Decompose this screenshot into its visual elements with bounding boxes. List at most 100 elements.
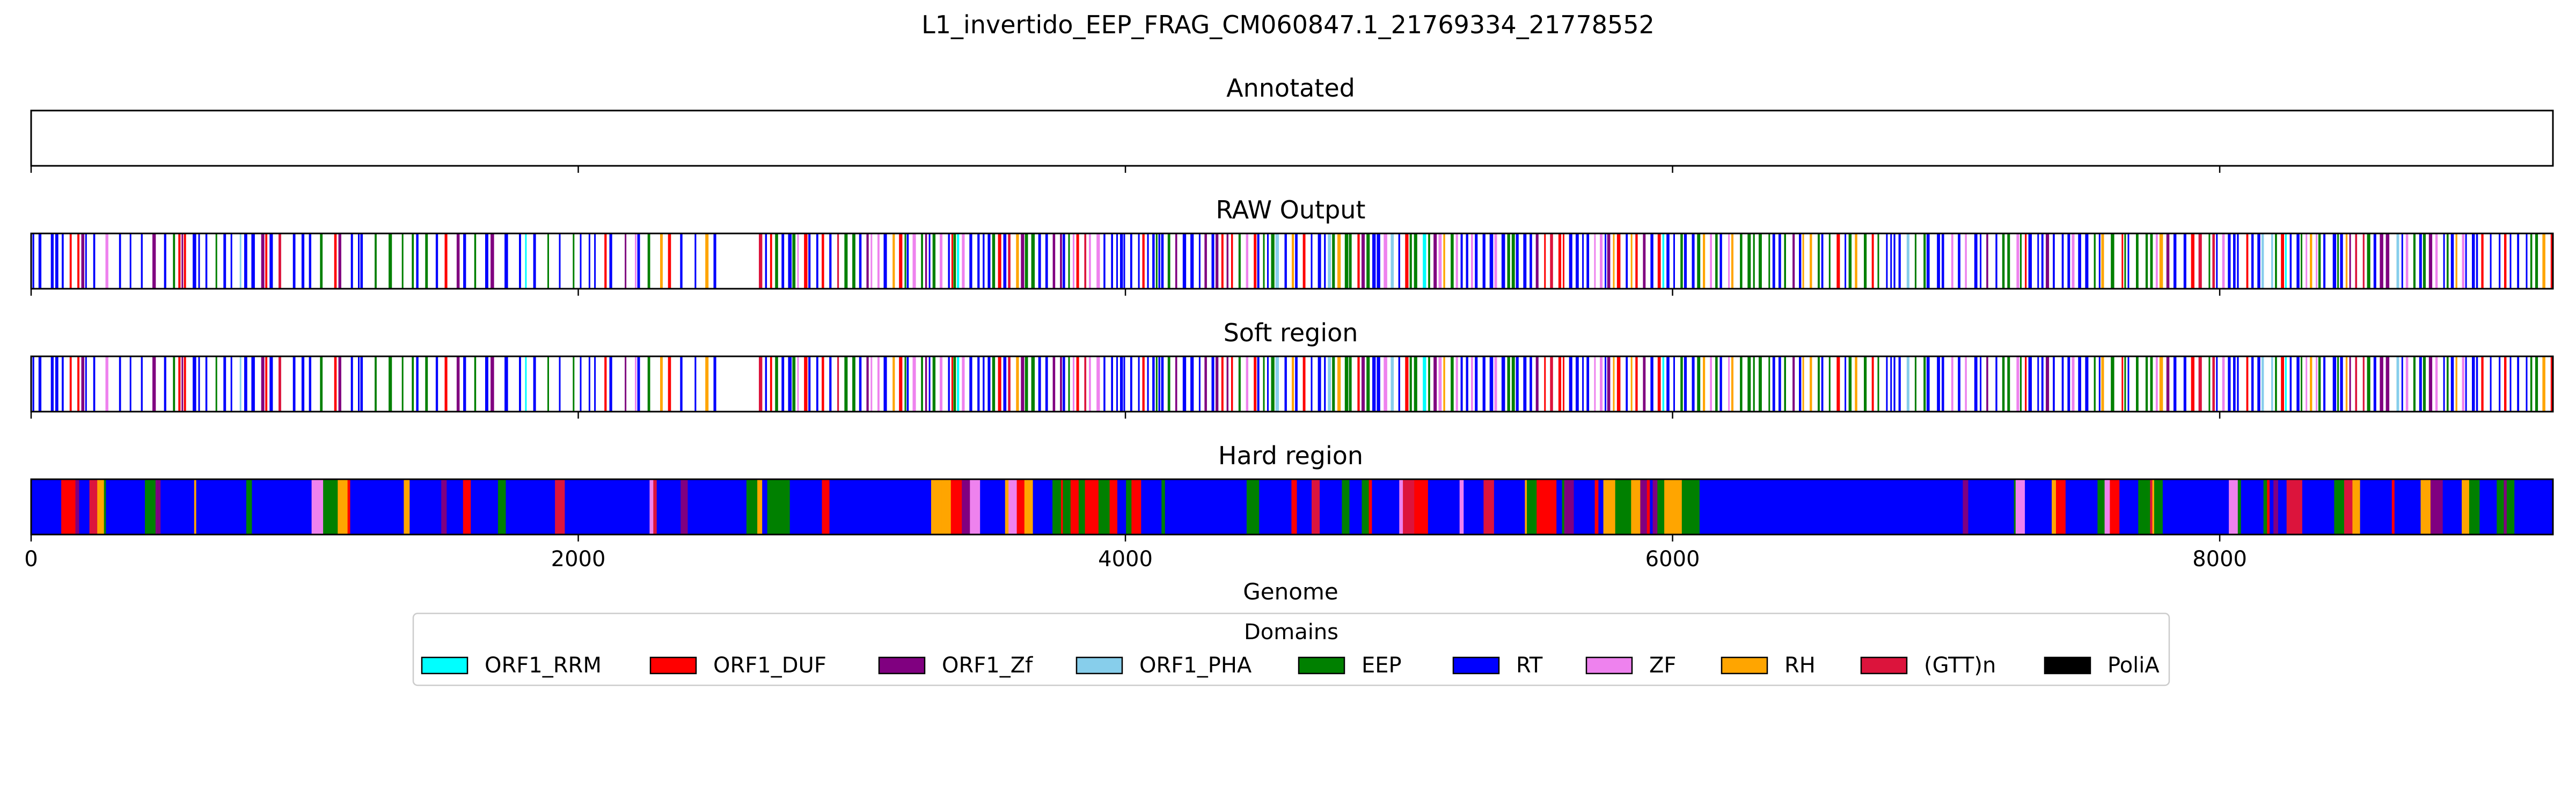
domain-mark — [1409, 233, 1412, 289]
domain-mark — [1974, 233, 1978, 289]
domain-mark — [1428, 233, 1430, 289]
domain-mark — [504, 233, 508, 289]
domain-mark — [680, 356, 683, 412]
domain-mark — [205, 356, 208, 412]
domain-mark — [1550, 233, 1553, 289]
domain-mark — [1664, 479, 1673, 535]
domain-mark — [2080, 479, 2098, 535]
domain-mark — [1818, 356, 1820, 412]
domain-mark — [1231, 233, 1233, 289]
domain-mark — [977, 356, 980, 412]
domain-mark — [2145, 233, 2148, 289]
domain-mark — [1372, 233, 1376, 289]
domain-mark — [2094, 356, 2096, 412]
domain-mark — [1216, 233, 1219, 289]
domain-mark — [1607, 356, 1611, 412]
domain-mark — [1556, 479, 1563, 535]
domain-mark — [533, 233, 536, 289]
domain-mark — [1963, 479, 1969, 535]
legend-swatch — [1860, 656, 1908, 675]
domain-mark — [2246, 233, 2249, 289]
domain-mark — [1391, 356, 1394, 412]
domain-mark — [1728, 356, 1730, 412]
domain-mark — [2396, 233, 2399, 289]
domain-mark — [491, 233, 494, 289]
domain-mark — [1152, 233, 1155, 289]
domain-mark — [1582, 233, 1584, 289]
domain-mark — [1564, 479, 1575, 535]
domain-mark — [2483, 479, 2497, 535]
domain-mark — [145, 479, 156, 535]
domain-mark — [1271, 356, 1275, 412]
domain-mark — [1482, 233, 1485, 289]
domain-mark — [1821, 356, 1824, 412]
domain-mark — [844, 233, 848, 289]
domain-mark — [1226, 233, 1228, 289]
domain-mark — [649, 479, 654, 535]
domain-mark — [1563, 356, 1564, 412]
domain-mark — [1089, 233, 1091, 289]
domain-mark — [1511, 356, 1515, 412]
domain-mark — [2337, 233, 2339, 289]
domain-mark — [1662, 356, 1665, 412]
domain-mark — [1460, 356, 1463, 412]
domain-mark — [904, 479, 932, 535]
domain-mark — [694, 233, 697, 289]
domain-mark — [604, 233, 607, 289]
domain-mark — [389, 356, 392, 412]
domain-mark — [2020, 356, 2022, 412]
domain-mark — [680, 479, 689, 535]
domain-mark — [1152, 356, 1155, 412]
domain-mark — [1422, 479, 1429, 535]
legend-label: ZF — [1649, 653, 1676, 678]
domain-mark — [1848, 233, 1852, 289]
domain-mark — [1986, 356, 1988, 412]
domain-mark — [793, 479, 814, 535]
domain-mark — [1603, 479, 1616, 535]
domain-mark — [309, 356, 311, 412]
domain-mark — [1158, 356, 1160, 412]
domain-mark — [2166, 233, 2170, 289]
domain-mark — [1666, 356, 1670, 412]
domain-mark — [625, 356, 627, 412]
domain-mark — [987, 356, 991, 412]
domain-mark — [1372, 356, 1376, 412]
domain-mark — [2241, 479, 2247, 535]
domain-mark — [859, 233, 862, 289]
panels-group: Annotated RAW Output Soft region Hard regio… — [30, 74, 2554, 541]
domain-mark — [1846, 479, 1874, 535]
domain-mark — [1284, 356, 1287, 412]
domain-mark — [474, 356, 477, 412]
domain-mark — [2162, 479, 2196, 535]
domain-mark — [2015, 479, 2025, 535]
domain-mark — [1111, 233, 1113, 289]
domain-mark — [1414, 356, 1417, 412]
domain-mark — [1923, 356, 1926, 412]
domain-mark — [587, 479, 618, 535]
domain-mark — [1600, 233, 1603, 289]
domain-mark — [435, 356, 438, 412]
domain-mark — [196, 479, 215, 535]
domain-mark — [625, 233, 627, 289]
domain-mark — [1535, 233, 1539, 289]
domain-mark — [533, 356, 536, 412]
domain-mark — [2296, 233, 2300, 289]
domain-mark — [912, 356, 916, 412]
domain-mark — [2413, 233, 2416, 289]
domain-mark — [1063, 356, 1065, 412]
domain-mark — [1784, 233, 1786, 289]
domain-mark — [1789, 479, 1818, 535]
domain-mark — [1131, 479, 1141, 535]
domain-mark — [1271, 233, 1275, 289]
domain-mark — [720, 479, 747, 535]
domain-mark — [2373, 233, 2376, 289]
domain-mark — [106, 479, 132, 535]
domain-mark — [1643, 233, 1646, 289]
domain-mark — [829, 233, 832, 289]
domain-mark — [463, 479, 471, 535]
domain-mark — [504, 356, 508, 412]
domain-mark — [2085, 356, 2089, 412]
domain-mark — [1068, 233, 1070, 289]
